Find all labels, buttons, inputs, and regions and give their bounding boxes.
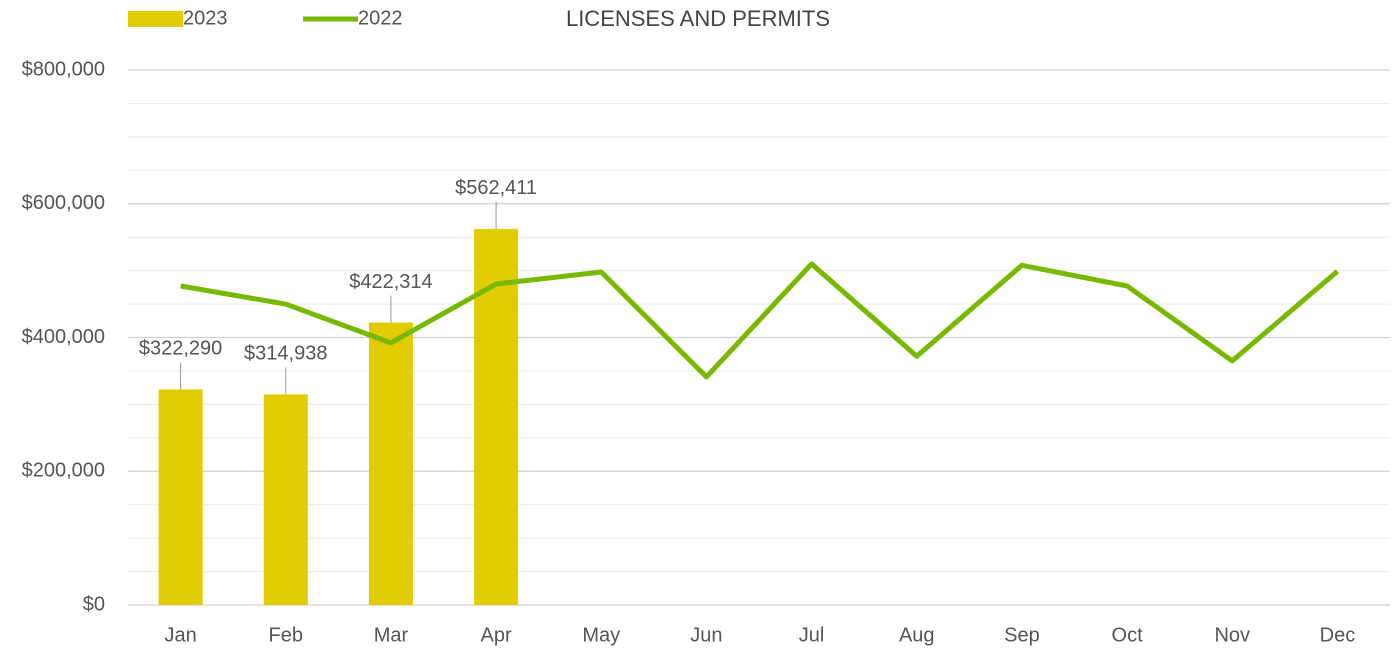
- legend-swatch: [128, 11, 183, 27]
- y-tick-label: $600,000: [22, 192, 105, 214]
- y-tick-label: $400,000: [22, 326, 105, 348]
- y-tick-label: $0: [83, 593, 105, 615]
- bar: [368, 322, 413, 605]
- bar: [263, 394, 308, 605]
- x-tick-label: Aug: [899, 624, 935, 646]
- data-label: $562,411: [455, 177, 537, 199]
- legend-label: 2023: [183, 7, 228, 29]
- x-tick-label: Sep: [1004, 624, 1040, 646]
- x-tick-label: Jan: [164, 624, 196, 646]
- line-series: [180, 261, 1340, 380]
- x-tick-label: Apr: [481, 624, 512, 646]
- data-label: $322,290: [139, 338, 222, 360]
- x-tick-label: Feb: [269, 624, 303, 646]
- bar: [158, 389, 203, 605]
- legend-label: 2022: [358, 7, 403, 29]
- x-tick-label: Oct: [1112, 624, 1144, 646]
- data-label: $314,938: [244, 343, 327, 365]
- x-tick-label: Nov: [1214, 624, 1250, 646]
- chart-title: LICENSES AND PERMITS: [566, 6, 830, 31]
- x-tick-label: Jul: [799, 624, 825, 646]
- x-tick-label: May: [582, 624, 620, 646]
- x-tick-label: Dec: [1320, 624, 1356, 646]
- y-tick-label: $200,000: [22, 460, 105, 482]
- y-tick-label: $800,000: [22, 58, 105, 80]
- data-label: $422,314: [349, 271, 432, 293]
- x-tick-label: Mar: [374, 624, 409, 646]
- x-tick-label: Jun: [690, 624, 722, 646]
